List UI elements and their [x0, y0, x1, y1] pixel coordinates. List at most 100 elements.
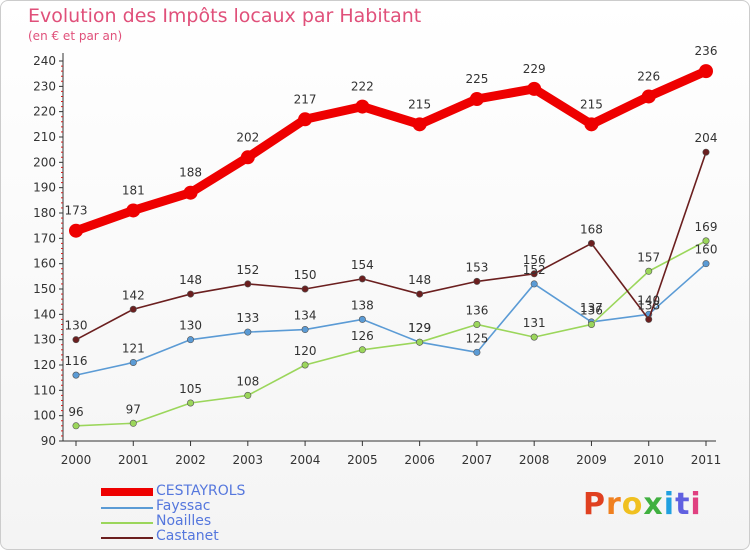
data-point-noailles — [587, 320, 595, 328]
data-label: 137 — [580, 301, 603, 315]
data-label: 152 — [523, 263, 546, 277]
data-label: 140 — [637, 293, 660, 307]
data-label: 121 — [122, 341, 145, 355]
data-label: 168 — [580, 222, 603, 236]
series-line-noailles — [75, 240, 707, 427]
x-tick-label: 2000 — [61, 453, 92, 467]
data-point-fayssac — [187, 336, 195, 344]
x-tick-label: 2004 — [290, 453, 321, 467]
data-label: 160 — [695, 243, 718, 257]
x-tick-label: 2005 — [347, 453, 378, 467]
data-label: 202 — [236, 130, 259, 144]
y-tick-label: 160 — [33, 257, 56, 271]
data-point-fayssac — [244, 328, 252, 336]
y-tick-label: 240 — [33, 54, 56, 68]
data-label: 148 — [179, 273, 202, 287]
logo-letter: x — [643, 487, 664, 522]
data-point-noailles — [416, 338, 424, 346]
data-label: 229 — [523, 62, 546, 76]
data-label: 169 — [695, 220, 718, 234]
data-label: 129 — [408, 321, 431, 335]
data-label: 96 — [68, 405, 83, 419]
data-label: 153 — [465, 260, 488, 274]
data-point-cestayrols — [69, 223, 83, 238]
data-point-noailles — [702, 237, 710, 245]
data-point-castanet — [702, 148, 710, 156]
data-point-noailles — [129, 419, 137, 427]
data-label: 130 — [65, 319, 88, 333]
data-label: 138 — [351, 298, 374, 312]
data-point-cestayrols — [240, 150, 255, 165]
x-tick-label: 2006 — [404, 453, 435, 467]
chart-title: Evolution des Impôts locaux par Habitant — [28, 5, 422, 27]
series-line-fayssac — [75, 262, 707, 376]
data-point-noailles — [530, 333, 538, 341]
logo-letter: i — [663, 487, 676, 522]
data-point-castanet — [358, 275, 366, 283]
data-label: 131 — [523, 316, 546, 330]
data-point-castanet — [587, 239, 595, 247]
data-point-fayssac — [702, 260, 710, 268]
y-tick-label: 170 — [33, 231, 56, 245]
x-tick-label: 2009 — [576, 453, 607, 467]
data-label: 148 — [408, 273, 431, 287]
data-label: 152 — [236, 263, 259, 277]
series-line-cestayrols — [71, 66, 711, 236]
data-point-fayssac — [530, 280, 538, 288]
data-label: 156 — [523, 253, 546, 267]
series-line-castanet — [75, 151, 707, 341]
data-label: 215 — [408, 97, 431, 111]
data-label: 138 — [637, 298, 660, 312]
data-label: 142 — [122, 288, 145, 302]
x-tick-label: 2008 — [519, 453, 550, 467]
y-tick-label: 220 — [33, 105, 56, 119]
logo-letter: r — [606, 487, 622, 522]
y-tick-label: 90 — [41, 434, 56, 448]
data-label: 120 — [294, 344, 317, 358]
y-tick-label: 150 — [33, 282, 56, 296]
data-label: 222 — [351, 80, 374, 94]
data-point-castanet — [187, 290, 195, 298]
legend-swatch — [101, 507, 153, 509]
x-tick-label: 2010 — [633, 453, 664, 467]
chart-subtitle: (en € et par an) — [28, 29, 123, 43]
legend-label: Castanet — [156, 528, 219, 544]
data-label: 134 — [294, 309, 317, 323]
data-label: 125 — [465, 331, 488, 345]
proxiti-logo: Proxiti — [583, 487, 702, 522]
legend-swatch — [101, 537, 153, 539]
data-label: 105 — [179, 382, 202, 396]
data-point-castanet — [244, 280, 252, 288]
data-point-cestayrols — [584, 117, 599, 132]
data-point-fayssac — [301, 326, 309, 334]
y-tick-label: 180 — [33, 206, 56, 220]
data-point-fayssac — [473, 348, 481, 356]
data-point-cestayrols — [183, 185, 198, 200]
y-tick-label: 140 — [33, 307, 56, 321]
data-label: 136 — [465, 303, 488, 317]
data-point-noailles — [244, 391, 252, 399]
data-label: 181 — [122, 183, 145, 197]
logo-letter: o — [621, 487, 644, 522]
data-point-castanet — [530, 270, 538, 278]
data-point-castanet — [473, 277, 481, 285]
data-point-castanet — [416, 290, 424, 298]
data-label: 116 — [65, 354, 88, 368]
y-tick-label: 110 — [33, 383, 56, 397]
data-label: 108 — [236, 374, 259, 388]
data-label: 225 — [465, 72, 488, 86]
data-point-cestayrols — [641, 89, 656, 104]
data-point-castanet — [129, 305, 137, 313]
data-label: 188 — [179, 166, 202, 180]
data-point-noailles — [72, 422, 80, 430]
x-tick-label: 2002 — [175, 453, 206, 467]
data-label: 129 — [408, 321, 431, 335]
legend-swatch — [101, 522, 153, 524]
logo-letter: i — [690, 487, 702, 522]
data-point-cestayrols — [469, 92, 484, 106]
x-tick-label: 2003 — [233, 453, 264, 467]
data-point-cestayrols — [355, 99, 370, 114]
x-tick-label: 2011 — [691, 453, 722, 467]
